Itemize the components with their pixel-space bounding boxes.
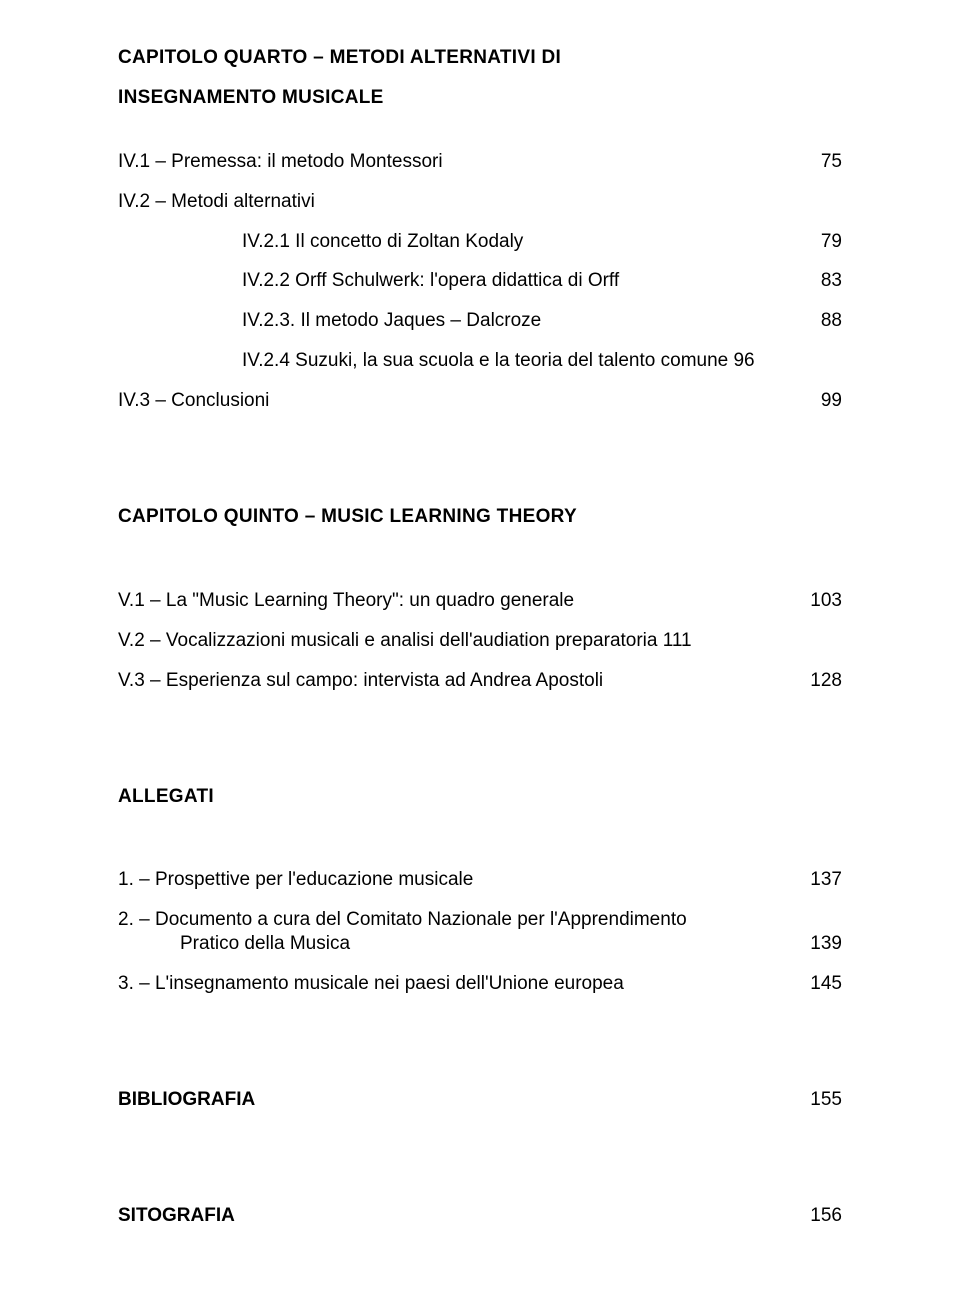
toc-page: 139 [792,924,842,964]
toc-label: IV.2 – Metodi alternativi [118,182,792,222]
toc-label: V.2 – Vocalizzazioni musicali e analisi … [118,621,792,661]
toc-line: 1. – Prospettive per l'educazione musica… [118,860,842,900]
page: CAPITOLO QUARTO – METODI ALTERNATIVI DI … [0,0,960,1286]
bibliografia-line: BIBLIOGRAFIA 155 [118,1080,842,1120]
toc-line: V.2 – Vocalizzazioni musicali e analisi … [118,621,842,661]
toc-line: IV.2.3. Il metodo Jaques – Dalcroze 88 [118,301,842,341]
chapter5-title: CAPITOLO QUINTO – MUSIC LEARNING THEORY [118,497,842,537]
toc-line: IV.2.4 Suzuki, la sua scuola e la teoria… [118,341,842,381]
toc-label: V.1 – La "Music Learning Theory": un qua… [118,581,792,621]
toc-label: IV.1 – Premessa: il metodo Montessori [118,142,792,182]
toc-line: IV.3 – Conclusioni 99 [118,381,842,421]
sitografia-title: SITOGRAFIA [118,1196,792,1236]
spacer [118,561,842,581]
toc-line: IV.2.2 Orff Schulwerk: l'opera didattica… [118,261,842,301]
sitografia-line: SITOGRAFIA 156 [118,1196,842,1236]
toc-line: V.3 – Esperienza sul campo: intervista a… [118,661,842,701]
toc-label: IV.2.1 Il concetto di Zoltan Kodaly [242,222,792,262]
toc-label: IV.3 – Conclusioni [118,381,792,421]
chapter4-title: CAPITOLO QUARTO – METODI ALTERNATIVI DI … [118,38,842,118]
toc-line-multiline: 2. – Documento a cura del Comitato Nazio… [118,900,842,964]
toc-page: 145 [792,964,842,1004]
toc-label: 3. – L'insegnamento musicale nei paesi d… [118,964,792,1004]
toc-label: IV.2.2 Orff Schulwerk: l'opera didattica… [242,261,792,301]
toc-page: 128 [792,661,842,701]
toc-line: V.1 – La "Music Learning Theory": un qua… [118,581,842,621]
toc-line: IV.2.1 Il concetto di Zoltan Kodaly 79 [118,222,842,262]
toc-page: 75 [792,142,842,182]
toc-label: IV.2.3. Il metodo Jaques – Dalcroze [242,301,792,341]
toc-label: Pratico della Musica [180,924,792,964]
chapter4-title-line1: CAPITOLO QUARTO – METODI ALTERNATIVI DI [118,47,561,68]
toc-line: IV.2 – Metodi alternativi [118,182,842,222]
toc-page: 137 [792,860,842,900]
toc-page: 79 [792,222,842,262]
bibliografia-page: 155 [792,1080,842,1120]
toc-page: 88 [792,301,842,341]
toc-page: 103 [792,581,842,621]
spacer [118,421,842,497]
sitografia-page: 156 [792,1196,842,1236]
toc-label: V.3 – Esperienza sul campo: intervista a… [118,661,792,701]
toc-page: 83 [792,261,842,301]
spacer [118,1004,842,1080]
toc-page: 99 [792,381,842,421]
spacer [118,701,842,777]
toc-label: IV.2.4 Suzuki, la sua scuola e la teoria… [242,341,792,381]
toc-line: 3. – L'insegnamento musicale nei paesi d… [118,964,842,1004]
chapter4-title-line2: INSEGNAMENTO MUSICALE [118,87,384,108]
toc-label: 1. – Prospettive per l'educazione musica… [118,860,792,900]
bibliografia-title: BIBLIOGRAFIA [118,1080,792,1120]
spacer [118,1120,842,1196]
spacer [118,840,842,860]
allegati-title: ALLEGATI [118,777,842,817]
toc-line: Pratico della Musica 139 [118,924,842,964]
toc-line: IV.1 – Premessa: il metodo Montessori 75 [118,142,842,182]
